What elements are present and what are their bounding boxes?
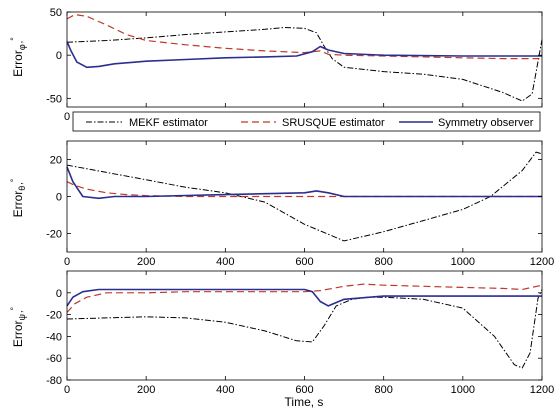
panel-1-ylabel-sub: φ xyxy=(17,44,27,50)
panel-2-ytick-label: 20 xyxy=(50,155,62,167)
panel-2-xtick-label: 600 xyxy=(295,256,313,268)
panel-1-line-mekf xyxy=(66,27,543,102)
panel-3-ylabel-unit: ° xyxy=(9,307,19,311)
panel-2-ylabel: Errorθ,° xyxy=(9,178,27,217)
panel-3-line-symmetry xyxy=(66,288,542,307)
panel-1-ylabel-sep: , xyxy=(14,41,24,44)
panel-3-ylabel: Errorψ,° xyxy=(9,307,27,348)
panel-2-series xyxy=(66,151,543,242)
panel-1-ytick-label: 0 xyxy=(56,50,62,62)
panel-1-ticks: 500-500 xyxy=(46,7,543,123)
panel-3-ylabel-main: Error xyxy=(11,320,25,347)
panel-2-xtick-label: 800 xyxy=(374,256,392,268)
panel-2-ylabel-main: Error xyxy=(11,191,25,218)
panel-3-xtick-label: 400 xyxy=(216,384,234,396)
panel-3-xtick-label: 1200 xyxy=(530,384,554,396)
panel-2-ytick-label: -20 xyxy=(46,229,62,241)
panel-2-xtick-label: 0 xyxy=(64,256,70,268)
panel-1-line-symmetry xyxy=(66,41,542,69)
panel-3-xtick-label: 600 xyxy=(295,384,313,396)
panel-3-xtick-label: 800 xyxy=(374,384,392,396)
panel-3-ytick-label: 0 xyxy=(56,288,62,300)
panel-3-ticks: 0-20-40-60-800 200 400 600 800 1000 1200 xyxy=(46,271,554,396)
panel-1-ytick-label: 50 xyxy=(50,7,62,19)
panel-3-ylabel-sub: ψ xyxy=(17,314,27,320)
panel-2-xtick-label: 200 xyxy=(137,256,155,268)
panel-3: 0-20-40-60-800 200 400 600 800 1000 1200 Error… xyxy=(9,270,554,409)
panel-1-line-srusque xyxy=(66,14,542,60)
panel-2: 200-200 200 400 600 800 1000 1200 Errorθ,° xyxy=(9,140,554,268)
panel-3-xtick-label: 0 xyxy=(64,384,70,396)
panel-2-ylabel-sep: , xyxy=(14,182,24,185)
panel-2-xtick-label: 1200 xyxy=(530,256,554,268)
panel-1-xtick-label: 0 xyxy=(64,111,70,123)
panel-1-ytick-label: -50 xyxy=(46,93,62,105)
panel-3-line-srusque xyxy=(66,283,543,313)
panel-3-ytick-label: -20 xyxy=(46,310,62,322)
panel-3-ytick-label: -60 xyxy=(46,353,62,365)
panel-2-xtick-label: 1000 xyxy=(451,256,475,268)
panel-3-ytick-label: -80 xyxy=(46,375,62,387)
panel-3-ylabel-sep: , xyxy=(14,311,24,314)
panel-2-ylabel-sub: θ xyxy=(17,186,27,191)
panel-1-ylabel-main: Error xyxy=(11,50,25,77)
panel-3-ytick-label: -40 xyxy=(46,331,62,343)
panel-2-ticks: 200-200 200 400 600 800 1000 1200 xyxy=(46,141,554,268)
x-axis-title: Time, s xyxy=(285,395,324,409)
panel-2-line-symmetry xyxy=(66,166,542,200)
legend-box xyxy=(72,111,541,132)
panel-3-series xyxy=(66,283,543,369)
panel-1: 500-500 Errorφ,° xyxy=(9,7,543,123)
panel-1-ylabel-unit: ° xyxy=(9,37,19,41)
panel-2-xtick-label: 400 xyxy=(216,256,234,268)
panel-2-line-mekf xyxy=(66,151,543,242)
panel-3-xtick-label: 200 xyxy=(137,384,155,396)
panel-3-xtick-label: 1000 xyxy=(451,384,475,396)
legend-label-mekf: MEKF estimator xyxy=(129,117,208,129)
panel-2-ytick-label: 0 xyxy=(56,192,62,204)
legend-label-symmetry: Symmetry observer xyxy=(438,117,534,129)
panel-2-ylabel-unit: ° xyxy=(9,178,19,182)
legend: MEKF estimator SRUSQUE estimator Symmetr… xyxy=(72,111,541,132)
panel-1-ylabel: Errorφ,° xyxy=(9,37,27,77)
legend-label-srusque: SRUSQUE estimator xyxy=(282,117,385,129)
panel-1-series xyxy=(66,14,543,102)
